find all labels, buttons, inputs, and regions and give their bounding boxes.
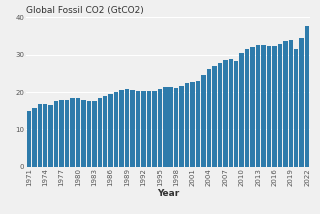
- Bar: [65, 100, 69, 167]
- Bar: [294, 49, 299, 167]
- Bar: [103, 96, 108, 167]
- Bar: [114, 92, 118, 167]
- Bar: [141, 91, 146, 167]
- Bar: [152, 91, 156, 167]
- Bar: [174, 88, 179, 167]
- Bar: [190, 82, 195, 167]
- Bar: [180, 86, 184, 167]
- Bar: [196, 81, 200, 167]
- Bar: [201, 75, 206, 167]
- Bar: [207, 69, 211, 167]
- Bar: [108, 94, 113, 167]
- Bar: [27, 111, 31, 167]
- Bar: [267, 46, 271, 167]
- Bar: [283, 41, 288, 167]
- Bar: [212, 66, 217, 167]
- Bar: [37, 104, 42, 167]
- Bar: [136, 91, 140, 167]
- Bar: [250, 47, 255, 167]
- Bar: [130, 90, 135, 167]
- Bar: [125, 89, 129, 167]
- Bar: [272, 46, 276, 167]
- Bar: [245, 49, 249, 167]
- Bar: [256, 45, 260, 167]
- Bar: [223, 60, 228, 167]
- Bar: [278, 44, 282, 167]
- Bar: [48, 105, 53, 167]
- Bar: [169, 87, 173, 167]
- Text: Global Fossil CO2 (GtCO2): Global Fossil CO2 (GtCO2): [26, 6, 143, 15]
- Bar: [60, 100, 64, 167]
- Bar: [76, 98, 80, 167]
- Bar: [92, 101, 97, 167]
- Bar: [81, 100, 86, 167]
- Bar: [234, 61, 238, 167]
- Bar: [305, 27, 309, 167]
- Bar: [157, 89, 162, 167]
- Bar: [218, 63, 222, 167]
- Bar: [98, 98, 102, 167]
- Bar: [119, 90, 124, 167]
- X-axis label: Year: Year: [157, 189, 179, 198]
- Bar: [300, 39, 304, 167]
- Bar: [147, 91, 151, 167]
- Bar: [54, 101, 58, 167]
- Bar: [228, 59, 233, 167]
- Bar: [239, 54, 244, 167]
- Bar: [43, 104, 47, 167]
- Bar: [163, 87, 167, 167]
- Bar: [87, 101, 91, 167]
- Bar: [289, 40, 293, 167]
- Bar: [32, 108, 36, 167]
- Bar: [185, 83, 189, 167]
- Bar: [261, 45, 266, 167]
- Bar: [70, 98, 75, 167]
